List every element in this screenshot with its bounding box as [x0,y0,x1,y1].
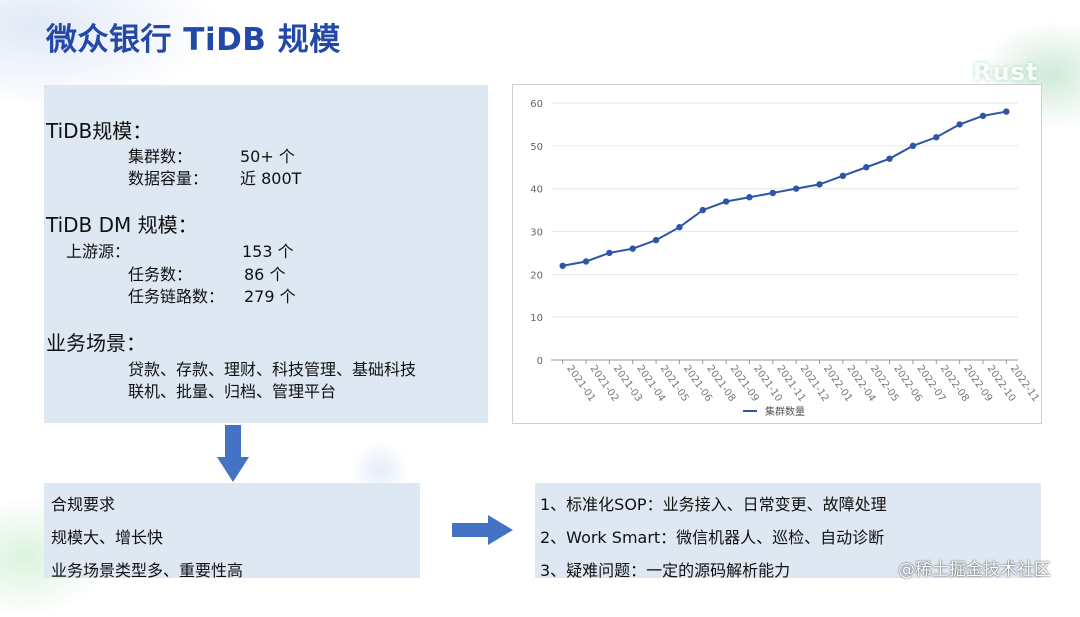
y-tick-label: 40 [530,185,543,196]
legend-label: 集群数量 [765,405,805,418]
requirements-box: 合规要求 规模大、增长快 业务场景类型多、重要性高 [44,483,420,580]
dm-scale-heading: TiDB DM 规模： [46,213,198,237]
requirement-line-1: 合规要求 [51,495,116,514]
data-point [722,198,730,205]
upstream-value: 153 个 [242,242,294,261]
scenarios-heading: 业务场景： [46,331,146,355]
links-label: 任务链路数： [128,287,225,306]
data-point [863,164,870,171]
data-point [559,262,566,269]
data-point [792,185,800,192]
capacity-value: 近 800T [240,169,302,188]
y-tick-label: 10 [530,313,543,324]
scale-panel: TiDB规模： 集群数： 50+ 个 数据容量： 近 800T TiDB DM … [44,85,488,423]
data-point [979,112,987,120]
data-point [933,134,940,141]
arrow-down-icon [217,425,249,482]
data-point [816,181,823,188]
rust-watermark: Rust [973,58,1039,86]
data-point [699,206,706,214]
y-tick-label: 0 [537,356,543,367]
requirement-line-3: 业务场景类型多、重要性高 [51,561,244,580]
upstream-label: 上游源： [66,242,131,261]
data-point [769,189,777,197]
grid-lines [551,102,1018,361]
page-title: 微众银行 TiDB 规模 [46,22,341,58]
y-tick-label: 50 [530,142,543,153]
y-axis-ticks: 0 10 20 30 40 50 60 [530,99,543,367]
data-point [909,142,917,150]
y-tick-label: 30 [530,228,543,239]
tasks-value: 86 个 [244,265,286,284]
data-point [1003,108,1010,115]
x-axis-ticks: 2021-012021-022021-032021-042021-052021-… [562,360,1041,404]
data-point [839,172,847,180]
practice-line-1: 1、标准化SOP：业务接入、日常变更、故障处理 [540,495,887,514]
data-point [606,249,613,257]
data-point [629,245,636,252]
series-line [559,108,1010,269]
data-point [676,224,683,231]
capacity-label: 数据容量： [128,169,209,188]
cluster-count-chart: 0 10 20 30 40 50 60 2021-01 2021-02 2021-03 2021-… [512,84,1042,424]
links-value: 279 个 [244,287,296,306]
data-point [956,121,963,128]
clusters-label: 集群数： [128,147,193,166]
tasks-label: 任务数： [128,265,193,284]
data-point [746,194,753,201]
line-chart: 0 10 20 30 40 50 60 2021-012021-022021-032021-… [530,99,1041,418]
y-tick-label: 20 [530,270,543,281]
practice-line-3: 3、疑难问题：一定的源码解析能力 [540,561,791,580]
chart-legend: 集群数量 [743,405,805,418]
tidb-scale-heading: TiDB规模： [46,119,153,143]
series-polyline [562,110,1007,267]
data-point [886,155,893,162]
requirement-line-2: 规模大、增长快 [51,528,164,547]
arrow-right-icon [452,515,513,545]
scenarios-line-2: 联机、批量、归档、管理平台 [128,382,337,401]
source-badge: @稀土掘金技术社区 [898,560,1051,580]
data-point [582,258,590,265]
clusters-value: 50+ 个 [240,147,295,166]
data-point [652,236,660,244]
scenarios-line-1: 贷款、存款、理财、科技管理、基础科技 [128,360,417,379]
y-tick-label: 60 [530,99,543,110]
practices-box: 1、标准化SOP：业务接入、日常变更、故障处理 2、Work Smart：微信机… [535,483,1041,580]
practice-line-2: 2、Work Smart：微信机器人、巡检、自动诊断 [540,528,885,547]
